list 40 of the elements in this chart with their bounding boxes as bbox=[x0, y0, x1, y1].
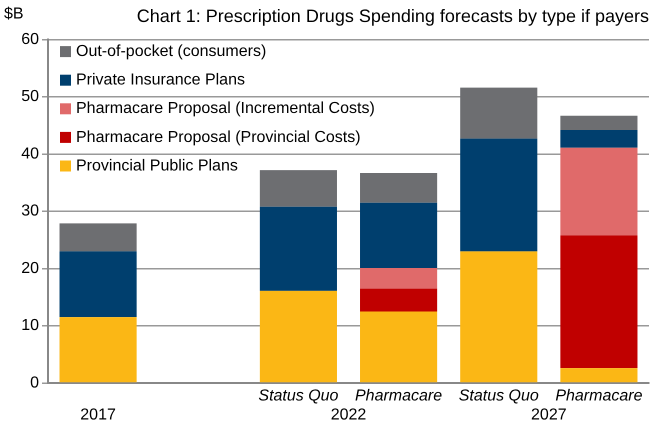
y-tick-label: 0 bbox=[30, 374, 40, 392]
bar bbox=[60, 251, 137, 318]
bar bbox=[560, 130, 638, 148]
bar bbox=[460, 88, 538, 139]
bar bbox=[360, 311, 438, 382]
text: 2022 bbox=[330, 406, 366, 424]
x-tick-label: Status Quo bbox=[258, 387, 339, 404]
bar bbox=[460, 138, 538, 252]
bar bbox=[260, 206, 337, 291]
y-tick-label: 40 bbox=[21, 145, 40, 162]
x-tick-label: Pharmacare bbox=[555, 387, 643, 404]
legend-label: Provincial Public Plans bbox=[76, 157, 238, 174]
bar bbox=[560, 368, 638, 382]
bar bbox=[360, 268, 438, 289]
legend-label: Out-of-pocket (consumers) bbox=[76, 43, 266, 60]
text: 2027 bbox=[531, 406, 567, 424]
bar bbox=[560, 148, 638, 236]
bar bbox=[260, 170, 337, 207]
bar bbox=[460, 251, 538, 382]
bar bbox=[360, 172, 438, 203]
x-tick-label: Status Quo bbox=[458, 387, 539, 404]
legend-label: Pharmacare Proposal (Provincial Costs) bbox=[76, 128, 361, 146]
bar bbox=[60, 223, 137, 252]
y-tick-label: 50 bbox=[21, 88, 40, 106]
legend-label: Pharmacare Proposal (Incremental Costs) bbox=[76, 100, 375, 118]
y-tick-label: 30 bbox=[21, 202, 40, 220]
bar bbox=[60, 317, 137, 382]
x-tick-label: Pharmacare bbox=[355, 387, 442, 404]
y-axis-title: $B bbox=[4, 5, 24, 22]
y-tick-label: 20 bbox=[21, 260, 40, 277]
legend-label: Private Insurance Plans bbox=[76, 72, 245, 89]
bar bbox=[360, 288, 438, 312]
bar bbox=[560, 235, 638, 368]
x-tick-label: 2017 bbox=[80, 406, 116, 424]
bar bbox=[560, 116, 638, 130]
chart-title: Chart 1: Prescription Drugs Spending forecasts by type if payers bbox=[136, 6, 649, 26]
y-tick-label: 60 bbox=[21, 31, 40, 48]
y-tick-label: 10 bbox=[21, 317, 40, 334]
bar bbox=[260, 290, 337, 382]
bar bbox=[360, 202, 438, 268]
